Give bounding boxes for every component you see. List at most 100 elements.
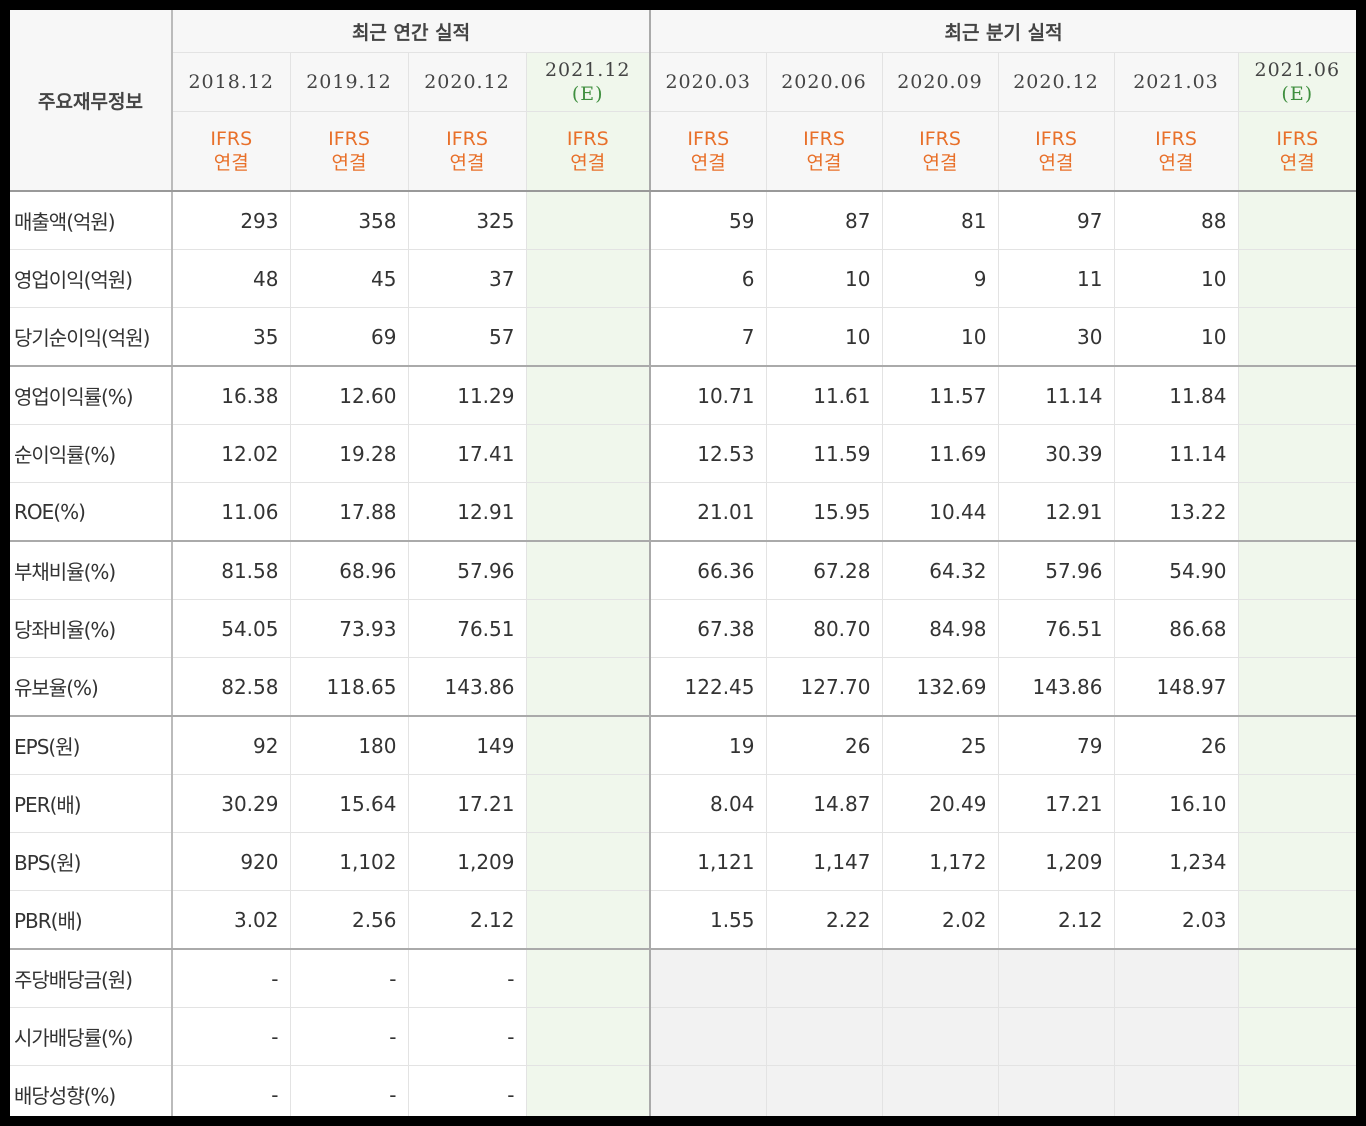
table-row: 당좌비율(%) 54.05 73.93 76.51 67.38 80.70 84.98 76.… bbox=[10, 599, 1356, 658]
row-label: ROE(%) bbox=[10, 482, 173, 542]
table-row: 배당성향(%) - - - bbox=[10, 1065, 1356, 1116]
value-cell: 10 bbox=[882, 307, 999, 367]
basis-consolidation: 연결 bbox=[449, 152, 485, 174]
value-cell: 1.55 bbox=[650, 890, 767, 950]
value-cell bbox=[650, 1007, 767, 1066]
value-cell: 293 bbox=[172, 191, 291, 250]
table-row: 영업이익률(%) 16.38 12.60 11.29 10.71 11.61 11.57 11… bbox=[10, 366, 1356, 425]
value-cell: 54.90 bbox=[1114, 541, 1239, 600]
basis-standard: IFRS bbox=[210, 128, 253, 150]
value-cell: 11.84 bbox=[1114, 366, 1239, 425]
value-cell: 11.29 bbox=[408, 366, 527, 425]
value-cell: 17.21 bbox=[408, 774, 527, 833]
value-cell: 1,209 bbox=[408, 832, 527, 891]
value-cell bbox=[650, 949, 767, 1008]
basis-consolidation: 연결 bbox=[806, 152, 842, 174]
value-cell: - bbox=[408, 1065, 527, 1116]
accounting-basis: IFRS 연결 bbox=[172, 111, 291, 192]
basis-consolidation: 연결 bbox=[1158, 152, 1194, 174]
value-cell: 11.59 bbox=[766, 424, 883, 483]
value-cell: 30.29 bbox=[172, 774, 291, 833]
value-cell: 12.02 bbox=[172, 424, 291, 483]
row-label: 영업이익(억원) bbox=[10, 249, 173, 308]
period-header: 2021.06 (E) bbox=[1238, 52, 1356, 112]
value-cell bbox=[882, 1007, 999, 1066]
value-cell: 10 bbox=[1114, 307, 1239, 367]
value-cell: 54.05 bbox=[172, 599, 291, 658]
row-label: PBR(배) bbox=[10, 890, 173, 950]
value-cell: 10 bbox=[1114, 249, 1239, 308]
value-cell bbox=[998, 1007, 1115, 1066]
value-cell bbox=[526, 541, 651, 600]
value-cell: 12.60 bbox=[290, 366, 409, 425]
value-cell: 45 bbox=[290, 249, 409, 308]
value-cell bbox=[526, 424, 651, 483]
value-cell bbox=[1238, 249, 1356, 308]
basis-standard: IFRS bbox=[803, 128, 845, 150]
value-cell: 1,102 bbox=[290, 832, 409, 891]
period-header: 2021.03 bbox=[1114, 52, 1239, 112]
value-cell: - bbox=[172, 1065, 291, 1116]
period-header: 2020.12 bbox=[408, 52, 527, 112]
row-label: 당기순이익(억원) bbox=[10, 307, 173, 367]
value-cell: 88 bbox=[1114, 191, 1239, 250]
value-cell bbox=[526, 657, 651, 717]
value-cell bbox=[526, 774, 651, 833]
period-label: 2018.12 bbox=[188, 71, 275, 93]
basis-consolidation: 연결 bbox=[213, 152, 249, 174]
value-cell bbox=[526, 949, 651, 1008]
estimate-mark: (E) bbox=[571, 83, 604, 105]
value-cell: 6 bbox=[650, 249, 767, 308]
period-header: 2020.03 bbox=[650, 52, 767, 112]
table-row: 부채비율(%) 81.58 68.96 57.96 66.36 67.28 64.32 57.… bbox=[10, 541, 1356, 600]
financial-table: 주요재무정보 최근 연간 실적 최근 분기 실적 2018.12 2019.12 2… bbox=[10, 10, 1356, 1116]
row-label: PER(배) bbox=[10, 774, 173, 833]
value-cell: 30 bbox=[998, 307, 1115, 367]
table-row: 당기순이익(억원) 35 69 57 7 10 10 30 10 bbox=[10, 307, 1356, 367]
value-cell: 68.96 bbox=[290, 541, 409, 600]
value-cell: 2.03 bbox=[1114, 890, 1239, 950]
basis-consolidation: 연결 bbox=[331, 152, 367, 174]
row-label: 순이익률(%) bbox=[10, 424, 173, 483]
value-cell bbox=[650, 1065, 767, 1116]
value-cell: 12.53 bbox=[650, 424, 767, 483]
value-cell: 17.41 bbox=[408, 424, 527, 483]
value-cell: 10 bbox=[766, 249, 883, 308]
value-cell: 11.61 bbox=[766, 366, 883, 425]
period-label: 2020.03 bbox=[665, 71, 752, 93]
value-cell: 48 bbox=[172, 249, 291, 308]
accounting-basis: IFRS 연결 bbox=[290, 111, 409, 192]
value-cell: 2.22 bbox=[766, 890, 883, 950]
basis-consolidation: 연결 bbox=[690, 152, 726, 174]
table-row: 매출액(억원) 293 358 325 59 87 81 97 88 bbox=[10, 191, 1356, 250]
value-cell: 12.91 bbox=[408, 482, 527, 542]
value-cell: 76.51 bbox=[408, 599, 527, 658]
value-cell: 1,147 bbox=[766, 832, 883, 891]
value-cell: 25 bbox=[882, 716, 999, 775]
basis-standard: IFRS bbox=[1155, 128, 1197, 150]
value-cell bbox=[526, 1007, 651, 1066]
value-cell: 15.64 bbox=[290, 774, 409, 833]
table-row: BPS(원) 920 1,102 1,209 1,121 1,147 1,172 1,209 1… bbox=[10, 832, 1356, 891]
value-cell: 11.14 bbox=[1114, 424, 1239, 483]
value-cell: 81 bbox=[882, 191, 999, 250]
value-cell bbox=[526, 482, 651, 542]
basis-consolidation: 연결 bbox=[1038, 152, 1074, 174]
value-cell bbox=[526, 1065, 651, 1116]
value-cell: 26 bbox=[1114, 716, 1239, 775]
value-cell: 2.12 bbox=[998, 890, 1115, 950]
basis-standard: IFRS bbox=[446, 128, 488, 150]
value-cell: - bbox=[172, 1007, 291, 1066]
table-row: PBR(배) 3.02 2.56 2.12 1.55 2.22 2.02 2.12 2.03 bbox=[10, 890, 1356, 950]
row-label: 주당배당금(원) bbox=[10, 949, 173, 1008]
period-header: 2020.06 bbox=[766, 52, 883, 112]
period-label: 2020.12 bbox=[424, 71, 510, 93]
period-header: 2019.12 bbox=[290, 52, 409, 112]
value-cell bbox=[1114, 949, 1239, 1008]
value-cell: 1,172 bbox=[882, 832, 999, 891]
annual-section-header: 최근 연간 실적 bbox=[172, 10, 651, 53]
row-label: 영업이익률(%) bbox=[10, 366, 173, 425]
value-cell: 17.21 bbox=[998, 774, 1115, 833]
table-row: EPS(원) 92 180 149 19 26 25 79 26 bbox=[10, 716, 1356, 775]
value-cell bbox=[526, 366, 651, 425]
